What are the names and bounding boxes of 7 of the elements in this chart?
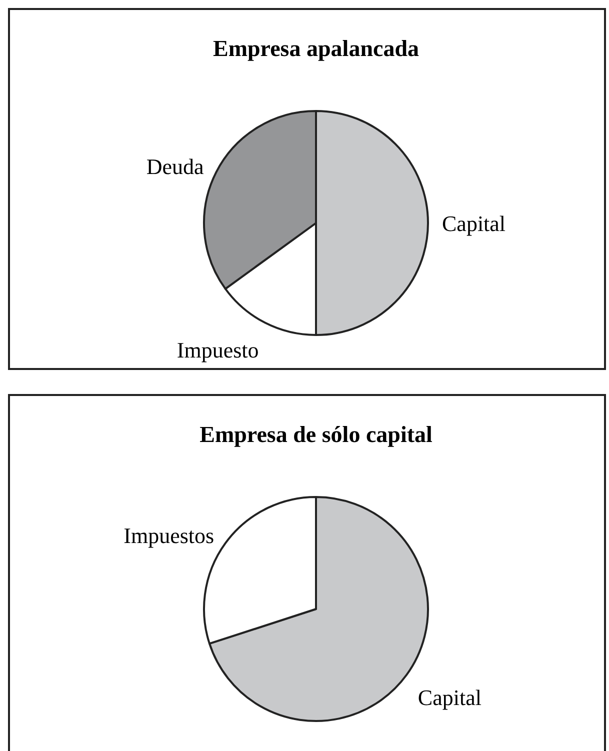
slice-label: Impuestos — [124, 522, 214, 548]
slice-label: Capital — [442, 211, 506, 236]
chart-title: Empresa apalancada — [213, 36, 420, 61]
slice-label: Impuesto — [176, 337, 259, 362]
slice-label: Deuda — [146, 154, 204, 179]
chart-title: Empresa de sólo capital — [200, 422, 432, 447]
slice-label: Capital — [418, 685, 482, 710]
